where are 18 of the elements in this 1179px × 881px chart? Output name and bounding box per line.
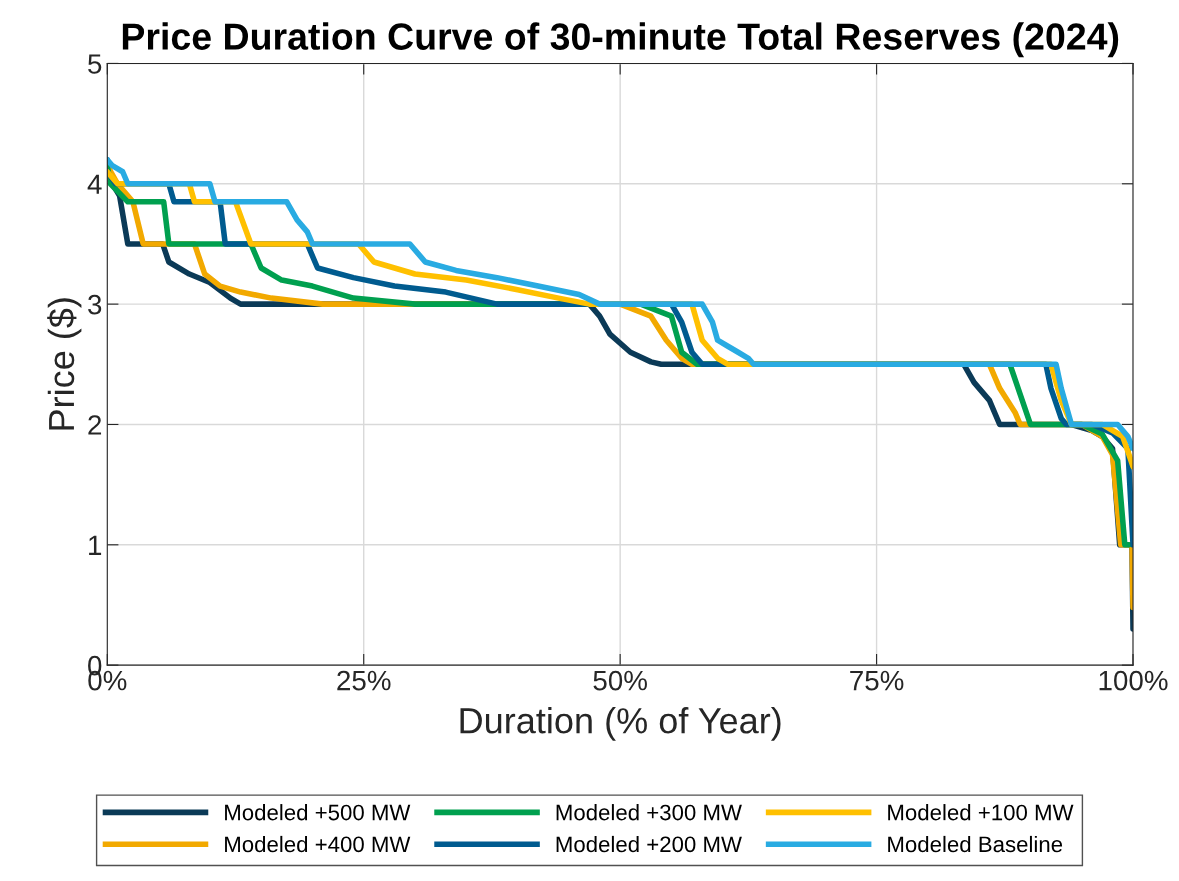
- x-tick-label: 50%: [593, 670, 647, 691]
- y-tick-label: 2: [88, 415, 102, 435]
- legend-label: Modeled +500 MW: [225, 804, 411, 821]
- legend-label: Modeled Baseline: [888, 835, 1063, 853]
- legend-label: Modeled +200 MW: [556, 835, 742, 853]
- x-axis-title: Duration (% of Year): [460, 707, 781, 741]
- legend-label: Modeled +400 MW: [225, 835, 411, 853]
- y-tick-label: 5: [88, 54, 102, 74]
- legend-label: Modeled +300 MW: [556, 804, 742, 821]
- y-tick-label: 1: [89, 535, 102, 555]
- chart-title: Price Duration Curve of 30-minute Total Reserves (2024): [122, 22, 1119, 58]
- y-axis-title: Price ($): [47, 298, 82, 430]
- x-tick-label: 75%: [850, 670, 904, 691]
- y-tick-label: 4: [87, 174, 102, 194]
- x-tick-label: 25%: [337, 670, 391, 691]
- x-tick-label: 100%: [1099, 670, 1168, 691]
- legend-label: Modeled +100 MW: [888, 804, 1074, 821]
- y-tick-label: 3: [88, 294, 102, 315]
